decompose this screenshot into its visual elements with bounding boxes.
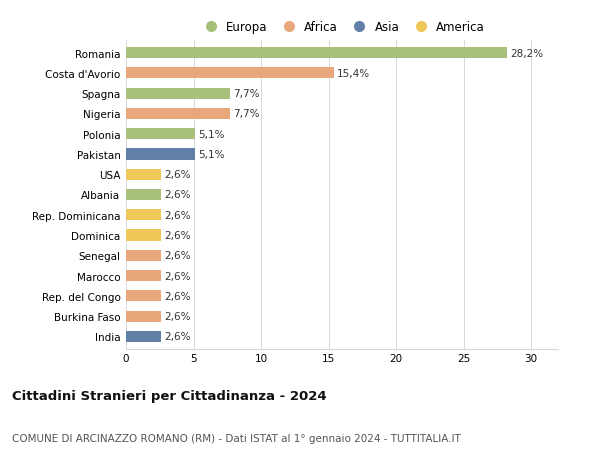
Bar [126, 270, 161, 281]
Bar [126, 129, 195, 140]
Text: 2,6%: 2,6% [164, 230, 191, 241]
Text: 2,6%: 2,6% [164, 251, 191, 261]
Text: 7,7%: 7,7% [233, 109, 260, 119]
Text: 28,2%: 28,2% [510, 49, 543, 58]
Bar [126, 291, 161, 302]
Bar [126, 190, 161, 201]
Text: 7,7%: 7,7% [233, 89, 260, 99]
Text: 2,6%: 2,6% [164, 190, 191, 200]
Bar [126, 311, 161, 322]
Bar [126, 48, 506, 59]
Bar [126, 331, 161, 342]
Bar [126, 230, 161, 241]
Bar [126, 68, 334, 79]
Bar [126, 88, 230, 100]
Text: 2,6%: 2,6% [164, 291, 191, 301]
Legend: Europa, Africa, Asia, America: Europa, Africa, Asia, America [194, 17, 490, 39]
Bar [126, 210, 161, 221]
Text: COMUNE DI ARCINAZZO ROMANO (RM) - Dati ISTAT al 1° gennaio 2024 - TUTTITALIA.IT: COMUNE DI ARCINAZZO ROMANO (RM) - Dati I… [12, 433, 461, 442]
Bar [126, 109, 230, 120]
Bar [126, 169, 161, 180]
Text: 2,6%: 2,6% [164, 271, 191, 281]
Text: 2,6%: 2,6% [164, 312, 191, 321]
Bar [126, 149, 195, 160]
Text: 2,6%: 2,6% [164, 332, 191, 341]
Text: 2,6%: 2,6% [164, 210, 191, 220]
Text: 15,4%: 15,4% [337, 69, 370, 78]
Text: Cittadini Stranieri per Cittadinanza - 2024: Cittadini Stranieri per Cittadinanza - 2… [12, 389, 326, 403]
Text: 2,6%: 2,6% [164, 170, 191, 180]
Text: 5,1%: 5,1% [198, 129, 225, 140]
Bar [126, 250, 161, 261]
Text: 5,1%: 5,1% [198, 150, 225, 160]
